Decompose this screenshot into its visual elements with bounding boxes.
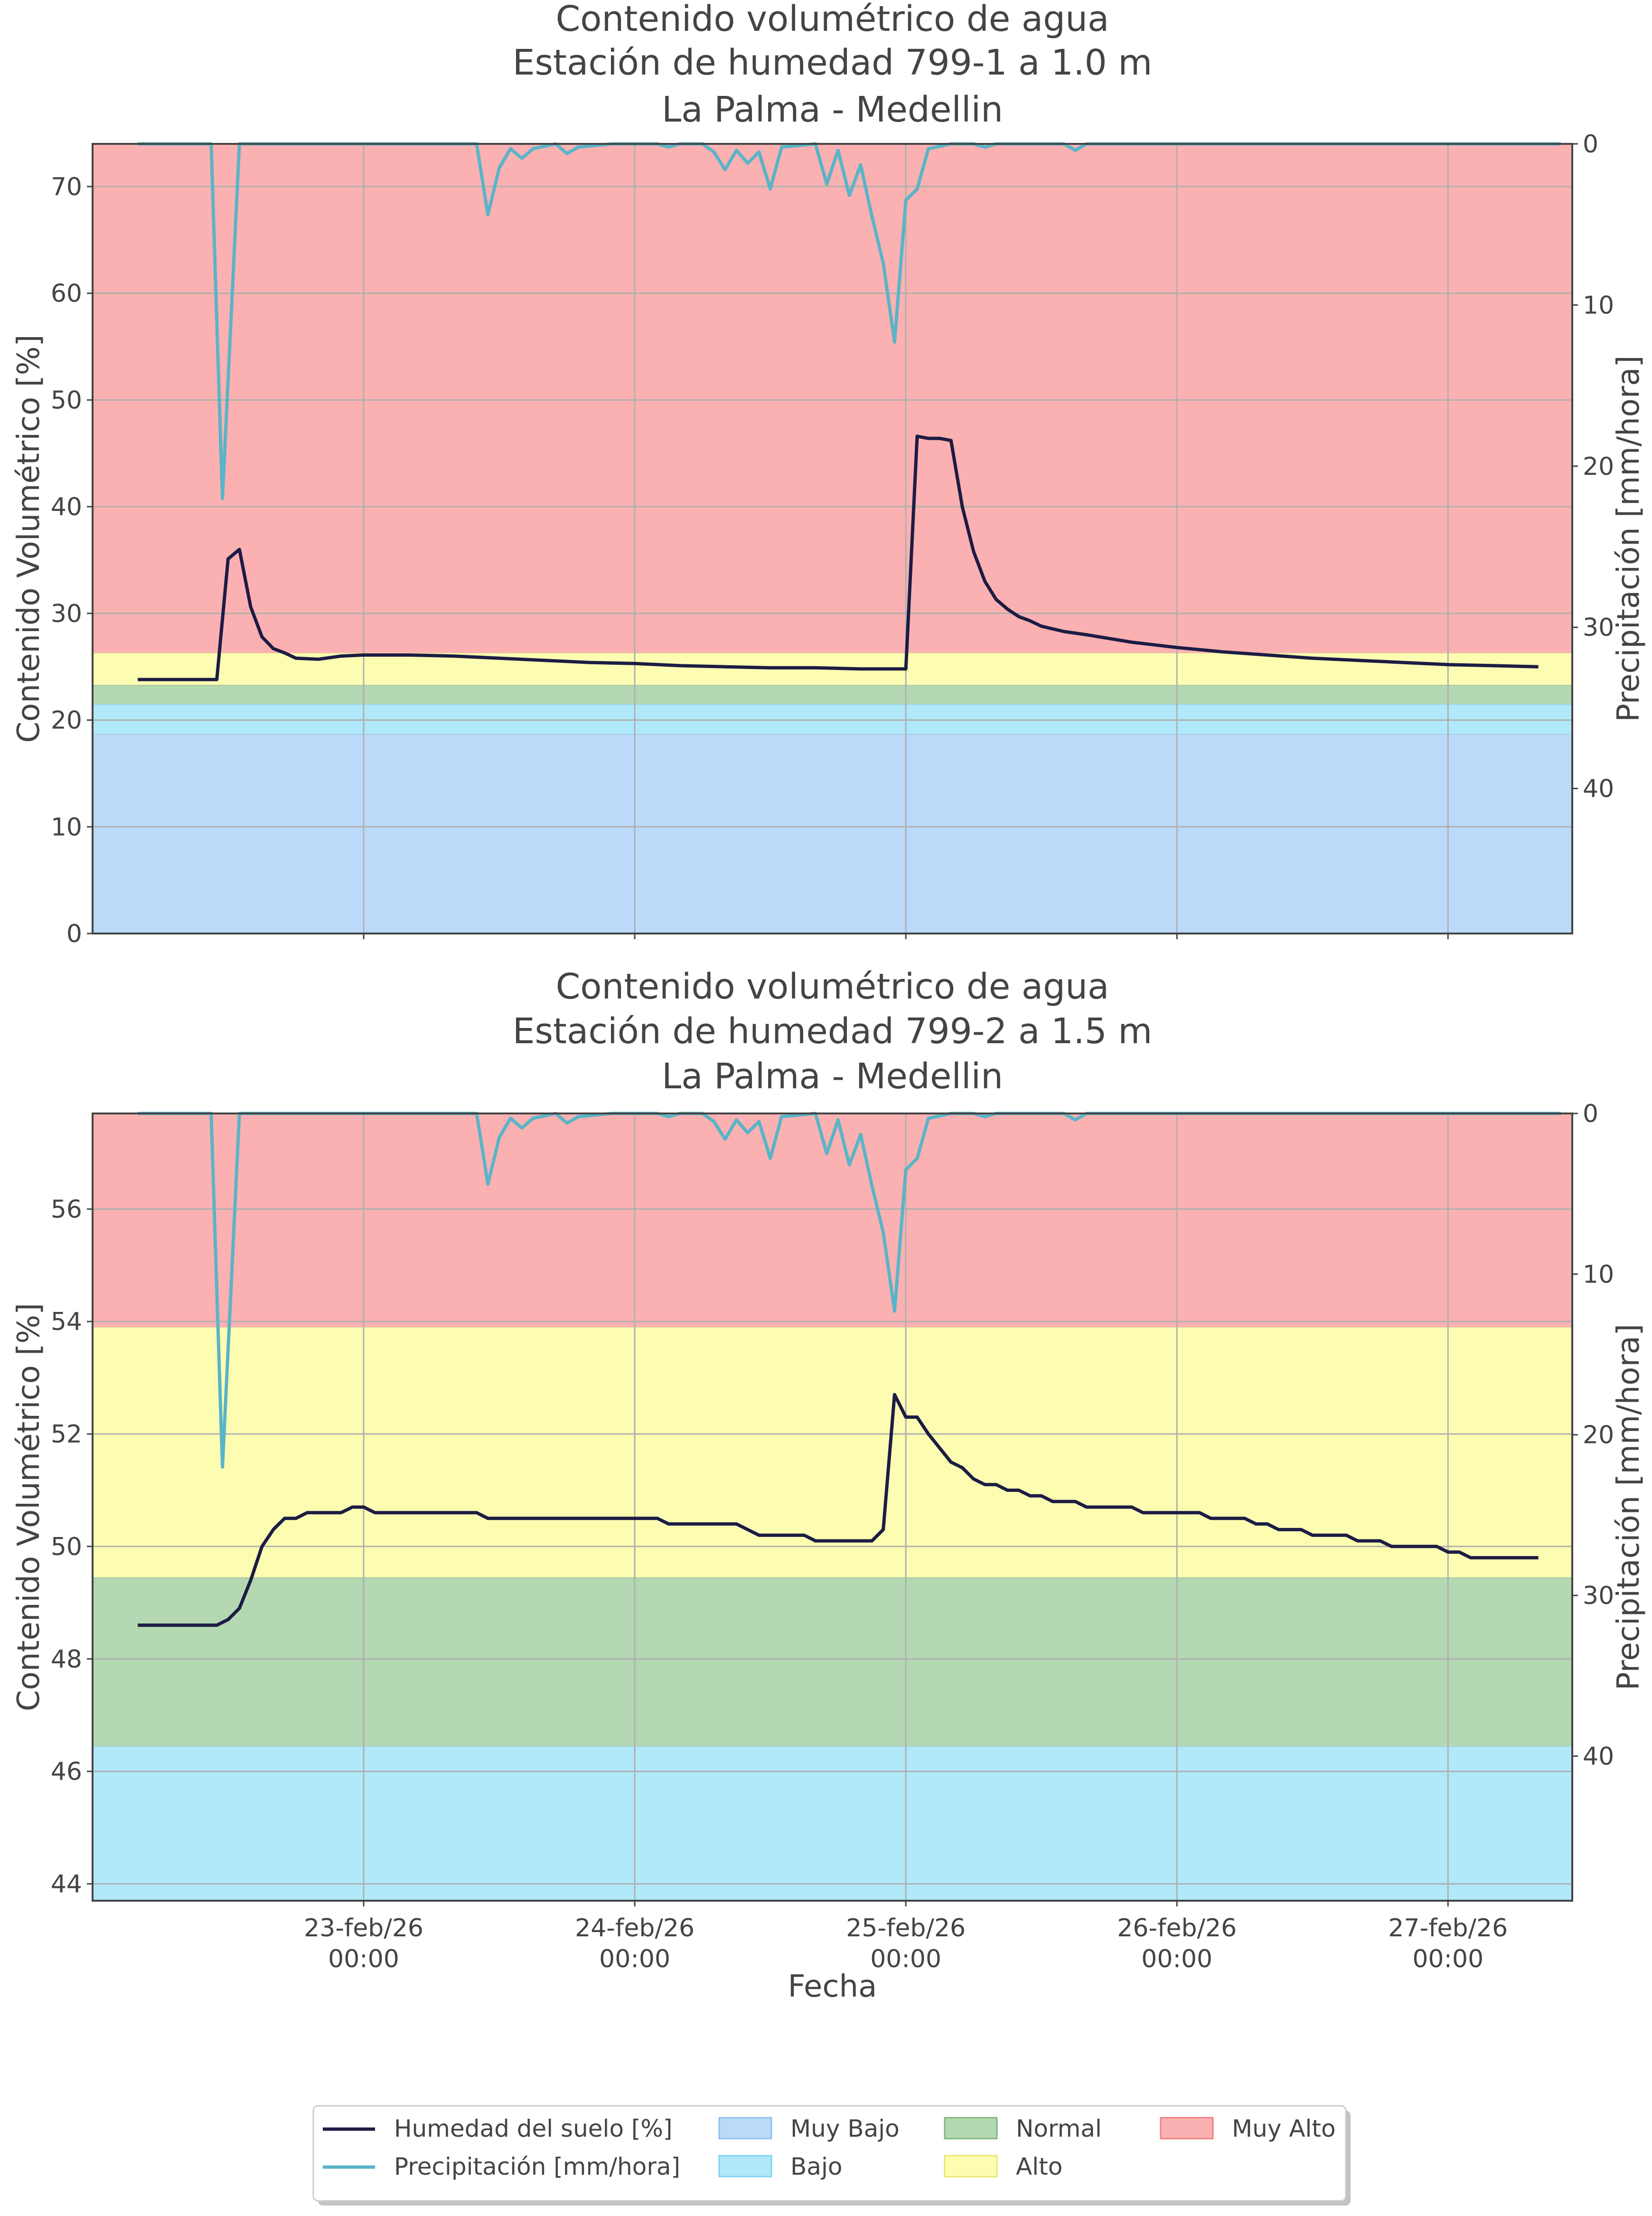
band-normal: [93, 685, 1572, 704]
y-tick-label: 30: [51, 600, 82, 628]
legend-label: Muy Bajo: [790, 2115, 900, 2142]
legend-swatch-patch: [944, 2117, 998, 2140]
y-tick-label: 40: [51, 493, 82, 521]
y2-tick-label: 10: [1583, 1260, 1614, 1289]
y2-tick-label: 30: [1583, 1582, 1614, 1610]
y-tick-label: 46: [51, 1758, 82, 1786]
y-tick-label: 44: [51, 1870, 82, 1898]
chart-title-line: La Palma - Medellin: [662, 89, 1003, 130]
x-tick-label-date: 25-feb/26: [846, 1914, 966, 1943]
x-tick-label-date: 26-feb/26: [1117, 1914, 1237, 1943]
series-line-precipitacion: [138, 142, 1561, 500]
y2-tick-label: 0: [1583, 1100, 1598, 1128]
band-bajo: [93, 1746, 1572, 1901]
legend-label: Bajo: [790, 2153, 842, 2180]
y2-tick-label: 0: [1583, 130, 1598, 159]
x-tick-label-time: 00:00: [599, 1945, 670, 1973]
legend-label: Muy Alto: [1232, 2115, 1336, 2142]
legend-box: [312, 2105, 1347, 2202]
y-tick-label: 48: [51, 1645, 82, 1674]
y-tick-label: 10: [51, 813, 82, 841]
x-tick-label-date: 23-feb/26: [304, 1914, 423, 1943]
band-normal: [93, 1577, 1572, 1746]
y-tick-label: 20: [51, 707, 82, 735]
y2-tick-label: 20: [1583, 453, 1614, 481]
legend-label: Alto: [1016, 2153, 1062, 2180]
band-muy-alto: [93, 144, 1572, 653]
band-bajo: [93, 704, 1572, 734]
x-tick-label-time: 00:00: [870, 1945, 941, 1973]
x-tick-label-date: 24-feb/26: [575, 1914, 695, 1943]
y-tick-label: 56: [51, 1195, 82, 1224]
x-tick-label-time: 00:00: [1141, 1945, 1212, 1973]
y-tick-label: 60: [51, 280, 82, 308]
y-tick-label: 54: [51, 1308, 82, 1336]
y2-tick-label: 30: [1583, 613, 1614, 642]
plot-frame: [92, 1113, 1573, 1902]
y-axis-label: Contenido Volumétrico [%]: [11, 1303, 47, 1711]
chart-title-line: Contenido volumétrico de agua: [556, 0, 1109, 39]
chart-panel-2: 4446485052545601020304023-feb/2600:0024-…: [11, 966, 1646, 2004]
y-tick-label: 70: [51, 173, 82, 201]
legend-label: Normal: [1016, 2115, 1102, 2142]
y-axis-label: Contenido Volumétrico [%]: [11, 335, 47, 743]
series-line-humedad: [138, 1393, 1539, 1627]
x-tick-label-time: 00:00: [1412, 1945, 1483, 1973]
y2-tick-label: 40: [1583, 1742, 1614, 1771]
y2-axis-label: Precipitación [mm/hora]: [1611, 356, 1646, 722]
legend-label: Precipitación [mm/hora]: [394, 2153, 680, 2180]
band-muy-bajo: [93, 734, 1572, 934]
x-tick-label-time: 00:00: [328, 1945, 399, 1973]
legend-swatch-patch: [718, 2155, 772, 2178]
legend-swatch-patch: [944, 2155, 998, 2178]
plot-frame: [92, 143, 1573, 934]
y-tick-label: 50: [51, 1533, 82, 1561]
x-tick-label-date: 27-feb/26: [1388, 1914, 1508, 1943]
series-line-humedad: [138, 434, 1539, 681]
chart-title-line: Estación de humedad 799-1 a 1.0 m: [513, 42, 1153, 83]
y2-axis-label: Precipitación [mm/hora]: [1611, 1324, 1646, 1690]
chart-title-line: Contenido volumétrico de agua: [556, 966, 1109, 1007]
y2-tick-label: 10: [1583, 291, 1614, 320]
series-line-precipitacion: [138, 1112, 1561, 1469]
legend: Humedad del suelo [%] Precipitación [mm/h…: [312, 2105, 1351, 2206]
chart-panel-1: 0 10 20 30 40 50 60 70 0 10 20 30 40 Contenido volumé…: [11, 0, 1646, 948]
legend-swatch-patch: [718, 2117, 772, 2140]
y-tick-label: 50: [51, 386, 82, 415]
legend-swatch-patch: [1160, 2117, 1214, 2140]
y2-tick-label: 40: [1583, 775, 1614, 803]
y2-tick-label: 20: [1583, 1421, 1614, 1450]
chart-title-line: Estación de humedad 799-2 a 1.5 m: [513, 1011, 1153, 1052]
y-tick-label: 52: [51, 1420, 82, 1449]
chart-title-line: La Palma - Medellin: [662, 1056, 1003, 1097]
band-muy-alto: [93, 1113, 1572, 1328]
legend-label: Humedad del suelo [%]: [394, 2115, 672, 2142]
y-tick-label: 0: [66, 920, 82, 948]
x-axis-label: Fecha: [788, 1969, 877, 2004]
